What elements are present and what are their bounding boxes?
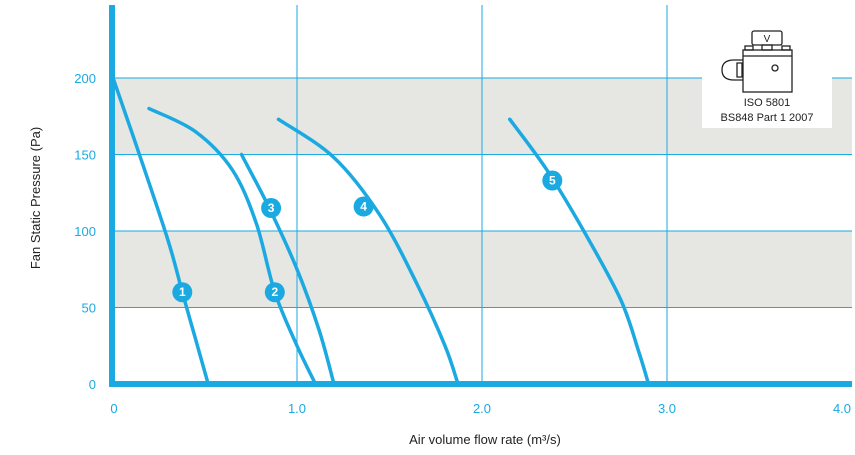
curve-marker-1 — [172, 282, 193, 303]
iso-badge: V ISO 5801 BS848 Part 1 2007 — [702, 29, 832, 128]
curve-labels: 1 2 3 4 5 — [172, 170, 563, 303]
y-tick-label-4: 200 — [74, 71, 96, 86]
curve-label-3: 3 — [268, 201, 275, 215]
curve-label-1: 1 — [179, 285, 186, 299]
bs-standard-label: BS848 Part 1 2007 — [721, 112, 814, 124]
fan-test-rig-icon — [721, 30, 793, 93]
x-tick-label-2: 2.0 — [473, 401, 491, 416]
x-tick-label-1: 1.0 — [288, 401, 306, 416]
curve-label-4: 4 — [360, 200, 367, 214]
fan-curve-3 — [239, 152, 336, 386]
y-axis-title: Fan Static Pressure (Pa) — [28, 127, 43, 269]
x-tick-label-4: 4.0 — [833, 401, 851, 416]
axes — [109, 5, 852, 387]
fan-curve-5 — [508, 117, 651, 386]
y-tick-label-1: 50 — [82, 301, 96, 316]
iso-standard-label: ISO 5801 — [744, 97, 790, 109]
x-axis-title: Air volume flow rate (m³/s) — [409, 432, 561, 447]
iso-valve-letter: V — [764, 34, 771, 45]
curve-marker-2 — [264, 282, 285, 303]
curve-marker-5 — [542, 170, 563, 191]
curve-label-5: 5 — [549, 174, 556, 188]
y-tick-label-3: 150 — [74, 148, 96, 163]
curve-marker-4 — [353, 196, 374, 217]
fan-curve-2 — [147, 106, 318, 386]
curve-label-2: 2 — [271, 285, 278, 299]
curve-marker-3 — [261, 198, 282, 219]
tick-labels: 0 50 100 150 200 0 1.0 2.0 3.0 4.0 — [74, 71, 851, 416]
y-tick-label-2: 100 — [74, 224, 96, 239]
y-tick-label-0: 0 — [89, 377, 96, 392]
fan-curve-1 — [110, 73, 210, 386]
fan-curves — [110, 73, 651, 386]
x-tick-label-0: 0 — [110, 401, 117, 416]
x-tick-label-3: 3.0 — [658, 401, 676, 416]
fan-curve-4 — [276, 117, 460, 386]
